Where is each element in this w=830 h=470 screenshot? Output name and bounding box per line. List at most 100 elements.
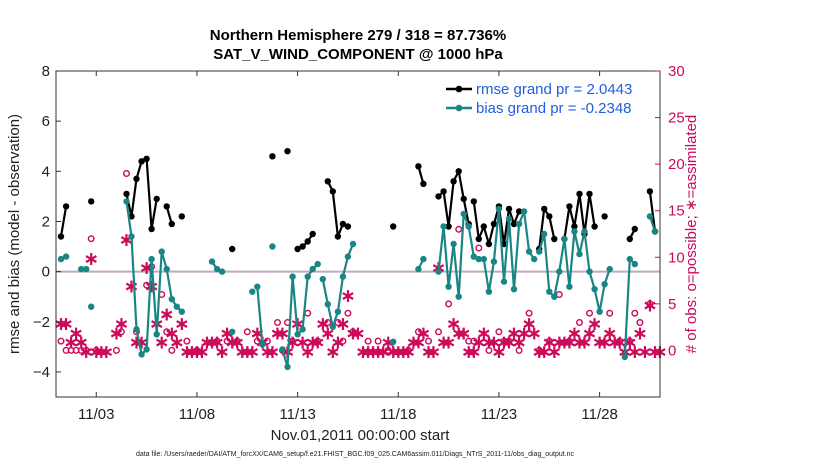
data-file-note: data file: /Users/raeder/DAI/ATM_forcXX/…: [136, 451, 575, 458]
bias-point: [541, 230, 548, 238]
obs-assimilated-marker: ∗: [330, 332, 346, 354]
rmse-point: [229, 245, 236, 253]
legend-rmse-marker: [455, 85, 463, 93]
obs-possible-marker: [505, 337, 513, 345]
obs-assimilated-marker: ∗: [642, 294, 658, 316]
bias-point: [520, 208, 528, 215]
rmse-point: [455, 168, 462, 175]
obs-assimilated-marker: ∗: [541, 332, 557, 354]
bias-point: [329, 323, 336, 330]
obs-possible-marker: [455, 225, 463, 233]
obs-possible-marker: [515, 346, 523, 354]
bias-point: [480, 255, 487, 263]
obs-assimilated-marker: ∗: [375, 341, 391, 363]
bias-point: [208, 258, 216, 265]
obs-assimilated-marker: ∗: [234, 341, 250, 363]
bias-line-segment: [437, 207, 536, 298]
obs-assimilated-marker: ∗: [566, 322, 582, 344]
rmse-point: [344, 223, 352, 230]
obs-possible-marker: [485, 346, 493, 354]
obs-assimilated-marker: ∗: [385, 341, 401, 363]
bias-point: [581, 228, 588, 235]
bias-point: [586, 268, 593, 275]
bias-point: [229, 328, 236, 335]
obs-assimilated-marker: ∗: [395, 341, 411, 363]
obs-assimilated-marker: ∗: [536, 341, 552, 363]
obs-assimilated-marker: ∗: [526, 322, 542, 344]
rmse-point: [485, 240, 493, 248]
x-tick-label: 11/18: [380, 406, 416, 423]
rmse-point: [490, 220, 498, 228]
obs-assimilated-marker: ∗: [582, 322, 598, 344]
rmse-point: [480, 223, 487, 230]
obs-possible-marker: [324, 319, 332, 327]
bias-point: [284, 363, 291, 371]
obs-possible-marker: [364, 337, 372, 345]
obs-assimilated-marker: ∗: [264, 341, 280, 363]
obs-possible-marker: [646, 300, 654, 308]
bias-point: [525, 248, 533, 255]
bias-point: [158, 248, 165, 255]
obs-assimilated-marker: ∗: [421, 341, 437, 363]
bias-point: [213, 265, 221, 273]
obs-assimilated-marker: ∗: [350, 322, 366, 344]
obs-assimilated-marker: ∗: [209, 332, 225, 354]
obs-assimilated-marker: ∗: [521, 313, 537, 335]
obs-assimilated-marker: ∗: [224, 332, 240, 354]
rmse-point: [646, 188, 654, 195]
bias-point: [515, 220, 523, 228]
obs-assimilated-marker: ∗: [627, 341, 643, 363]
bias-point: [344, 253, 352, 260]
obs-possible-marker: [374, 337, 382, 345]
bias-point: [651, 228, 659, 235]
axis-layer: −4 −2 0 2 4 6 8 0 5 10 15 20 25 30 11/03 11/08 11/13 11/1…: [33, 63, 685, 423]
obs-assimilated-marker: ∗: [415, 322, 431, 344]
rmse-line-segment: [538, 207, 556, 250]
rmse-point: [57, 233, 65, 240]
bias-point: [450, 240, 457, 248]
bias-point: [163, 265, 170, 273]
bias-point: [415, 265, 422, 273]
y-tick-label: −2: [33, 314, 50, 331]
bias-point: [390, 338, 397, 345]
rmse-point: [269, 153, 276, 160]
obs-assimilated-marker: ∗: [451, 322, 467, 344]
obs-assimilated-marker: ∗: [53, 313, 69, 335]
obs-assimilated-marker: ∗: [315, 313, 331, 335]
y-tick-label: 4: [42, 163, 50, 180]
obs-assimilated-marker: ∗: [310, 332, 326, 354]
obs-assimilated-marker: ∗: [632, 322, 648, 344]
obs-assimilated-marker: ∗: [68, 322, 84, 344]
bias-point: [83, 265, 90, 273]
y2-tick-label: 20: [668, 156, 685, 173]
obs-assimilated-marker: ∗: [340, 285, 356, 307]
obs-assimilated-marker: ∗: [199, 332, 215, 354]
obs-possible-marker: [274, 319, 282, 327]
rmse-point: [143, 155, 150, 162]
bias-point: [455, 293, 462, 300]
obs-possible-marker: [470, 337, 478, 345]
obs-assimilated-marker: ∗: [486, 332, 502, 354]
rmse-point: [470, 198, 477, 205]
y-tick-label: 2: [42, 213, 50, 230]
obs-assimilated-marker: ∗: [551, 332, 567, 354]
series-layer: [57, 148, 659, 371]
bias-point: [314, 260, 321, 268]
obs-assimilated-marker: ∗: [88, 341, 104, 363]
rmse-point: [475, 235, 482, 243]
bias-point: [334, 308, 342, 315]
rmse-point: [88, 198, 95, 205]
obs-assimilated-marker: ∗: [244, 341, 260, 363]
legend-rmse-label: rmse grand pr = 2.0443: [476, 81, 632, 98]
obs-possible-marker: [384, 346, 392, 354]
rmse-point: [168, 220, 175, 228]
y-tick-label: −4: [33, 364, 50, 381]
x-tick-label: 11/23: [481, 406, 517, 423]
bias-point: [339, 273, 347, 280]
y2-tick-label: 5: [668, 296, 676, 313]
x-tick-label: 11/13: [279, 406, 315, 423]
rmse-point: [324, 178, 331, 185]
obs-possible-marker: [233, 337, 241, 345]
obs-assimilated-marker: ∗: [405, 332, 421, 354]
bias-point: [168, 296, 175, 303]
